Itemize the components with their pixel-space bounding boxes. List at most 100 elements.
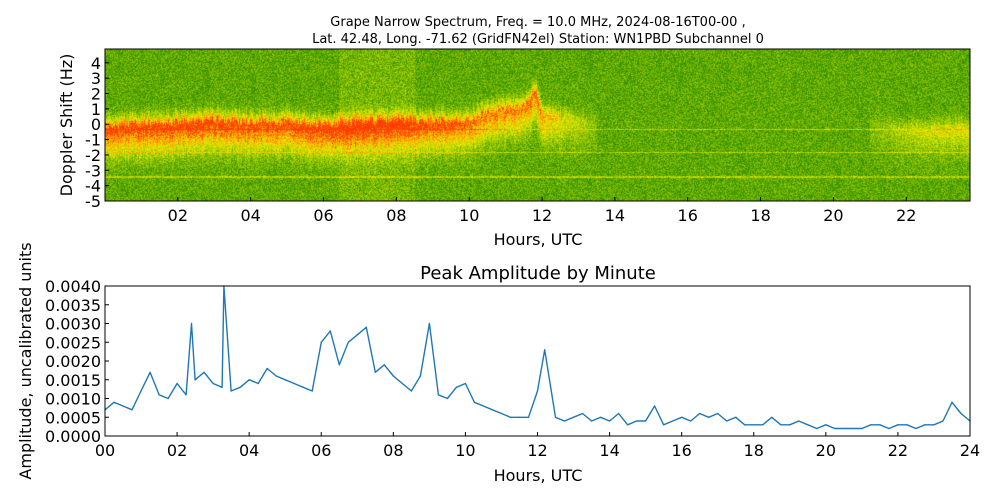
amplitude-point — [753, 424, 755, 426]
amplitude-line — [104, 285, 971, 430]
amplitude-point — [861, 427, 863, 430]
amplitude-ytick-label: 0.0035 — [45, 296, 101, 315]
amplitude-xtick-label: 00 — [95, 441, 115, 460]
amplitude-ytick-label: 0.0010 — [45, 390, 101, 409]
amplitude-xtick-label: 08 — [383, 441, 403, 460]
spectrum-ytick-label: 4 — [91, 54, 101, 73]
amplitude-point — [581, 412, 584, 415]
amplitude-point — [500, 412, 503, 415]
amplitude-point — [203, 371, 205, 373]
amplitude-point — [509, 416, 512, 418]
amplitude-xtick-label: 06 — [311, 441, 331, 460]
amplitude-xtick-label: 24 — [960, 441, 980, 460]
amplitude-point — [140, 390, 142, 392]
amplitude-ytick-label: 0.0025 — [45, 333, 101, 352]
amplitude-point — [699, 412, 701, 415]
spectrum-xtick-label: 16 — [678, 206, 698, 225]
spectrum-ytick-label: -5 — [85, 192, 101, 211]
amplitude-point — [897, 424, 899, 426]
amplitude-ytick-label: 0.0030 — [45, 315, 101, 334]
amplitude-ytick-label: 0.0015 — [45, 371, 101, 390]
amplitude-xtick-label: 14 — [599, 441, 619, 460]
amplitude-point — [645, 420, 647, 422]
amplitude-point — [158, 394, 160, 396]
amplitude-point — [212, 382, 214, 385]
spectrogram-heatmap — [105, 49, 970, 201]
amplitude-point — [167, 397, 169, 400]
amplitude-point — [852, 427, 854, 430]
amplitude-point — [185, 394, 187, 396]
spectrum-ytick-label: -1 — [85, 131, 101, 150]
spectrum-xtick-label: 12 — [532, 206, 552, 225]
amplitude-xtick-label: 18 — [744, 441, 764, 460]
amplitude-point — [491, 409, 494, 411]
amplitude-point — [257, 382, 259, 385]
amplitude-point — [816, 427, 818, 430]
spectrum-ytick-label: 0 — [91, 115, 101, 134]
amplitude-point — [599, 416, 602, 418]
amplitude-point — [717, 412, 719, 415]
amplitude-point — [789, 424, 791, 426]
amplitude-point — [311, 390, 313, 392]
amplitude-point — [807, 424, 809, 426]
amplitude-xlabel: Hours, UTC — [494, 466, 583, 485]
amplitude-point — [627, 424, 629, 426]
spectrum-xtick-label: 02 — [168, 206, 188, 225]
amplitude-point — [572, 416, 575, 418]
spectrum-ytick-label: 1 — [91, 100, 101, 119]
amplitude-ytick-label: 0.0000 — [45, 427, 101, 446]
amplitude-point — [951, 401, 953, 403]
amplitude-point — [221, 386, 223, 388]
amplitude-point — [870, 424, 872, 426]
amplitude-xtick-label: 04 — [239, 441, 259, 460]
amplitude-point — [149, 371, 151, 373]
amplitude-point — [473, 401, 476, 403]
amplitude-point — [383, 364, 385, 366]
amplitude-point — [239, 386, 241, 388]
amplitude-xtick-label: 20 — [816, 441, 836, 460]
amplitude-point — [190, 322, 193, 325]
amplitude-point — [681, 416, 683, 418]
amplitude-point — [527, 416, 530, 418]
amplitude-point — [554, 416, 557, 418]
amplitude-point — [942, 420, 944, 422]
amplitude-point — [275, 375, 277, 377]
amplitude-point — [176, 382, 178, 385]
spectrum-xtick-label: 14 — [605, 206, 625, 225]
amplitude-title: Peak Amplitude by Minute — [420, 263, 656, 284]
amplitude-point — [113, 401, 115, 403]
amplitude-point — [798, 420, 800, 422]
spectrum-xtick-label: 22 — [896, 206, 916, 225]
amplitude-point — [284, 379, 286, 381]
amplitude-ytick-label: 0.0005 — [45, 408, 101, 427]
amplitude-point — [482, 405, 485, 407]
spectrum-ytick-label: -2 — [85, 146, 101, 165]
amplitude-point — [320, 341, 322, 343]
amplitude-point — [194, 379, 196, 381]
amplitude-point — [726, 420, 728, 422]
amplitude-point — [843, 427, 845, 430]
amplitude-point — [347, 341, 349, 343]
spectrum-xtick-label: 08 — [386, 206, 406, 225]
amplitude-point — [825, 424, 827, 426]
amplitude-point — [464, 382, 467, 385]
amplitude-point — [563, 420, 566, 422]
amplitude-series — [104, 285, 971, 430]
amplitude-point — [636, 420, 638, 422]
amplitude-point — [915, 427, 917, 430]
amplitude-point — [735, 416, 737, 418]
spectrum-ytick-label: 3 — [91, 69, 101, 88]
spectrum-xtick-label: 04 — [241, 206, 261, 225]
amplitude-point — [536, 390, 539, 392]
amplitude-ytick-label: 0.0040 — [45, 277, 101, 296]
amplitude-xtick-label: 02 — [167, 441, 187, 460]
amplitude-point — [960, 412, 962, 415]
amplitude-point — [248, 379, 250, 381]
amplitude-point — [518, 416, 521, 418]
spectrum-ytick-label: -3 — [85, 161, 101, 180]
amplitude-point — [617, 412, 620, 415]
amplitude-point — [365, 326, 367, 328]
